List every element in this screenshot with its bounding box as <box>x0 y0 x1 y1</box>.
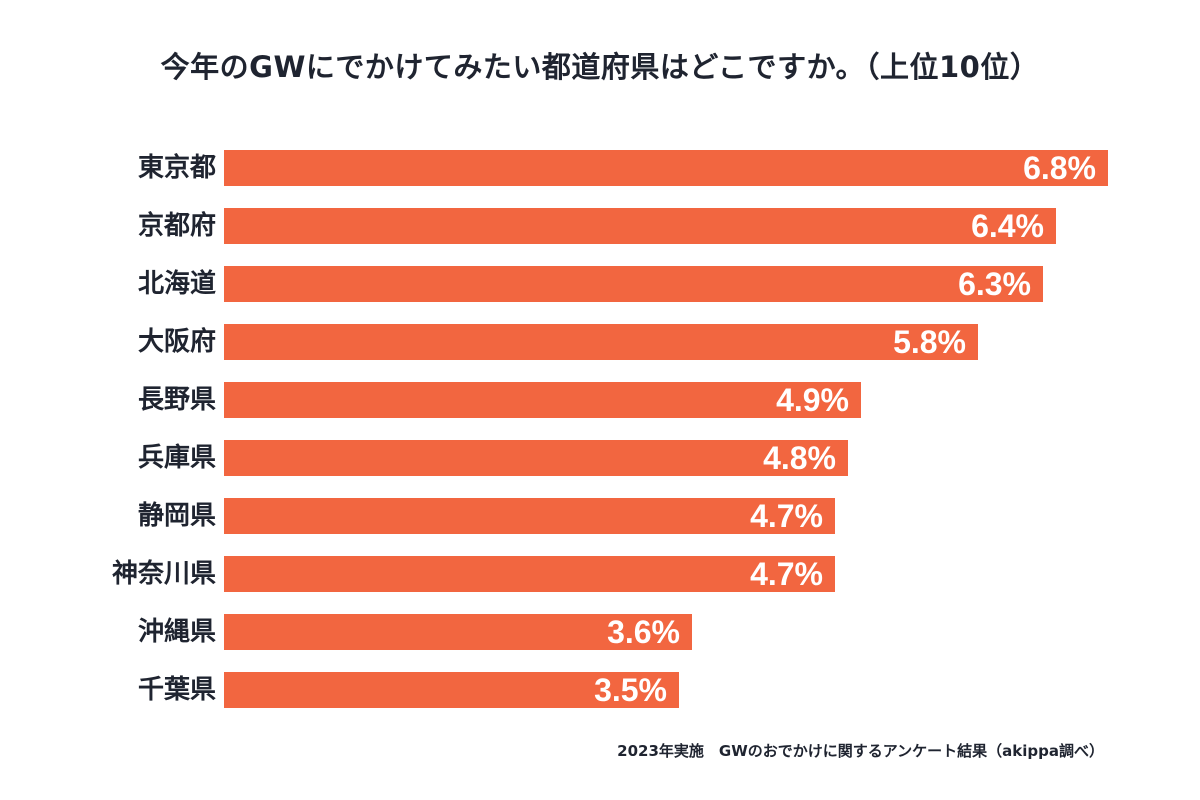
category-label: 長野県 <box>138 385 216 415</box>
bar <box>224 266 1043 302</box>
bar-group-1: 東京都 6.8% <box>138 150 1108 186</box>
bar <box>224 556 835 592</box>
category-label: 沖縄県 <box>138 617 216 647</box>
bar-group-8: 神奈川県 4.7% <box>112 556 835 592</box>
bar <box>224 150 1108 186</box>
bar-group-6: 兵庫県 4.8% <box>138 440 848 476</box>
category-label: 千葉県 <box>138 675 216 705</box>
bar <box>224 498 835 534</box>
value-label: 4.7% <box>750 556 823 592</box>
bar-group-9: 沖縄県 3.6% <box>138 614 692 650</box>
value-label: 4.8% <box>763 440 836 476</box>
bar <box>224 208 1056 244</box>
bar <box>224 614 692 650</box>
value-label: 3.6% <box>607 614 680 650</box>
category-label: 大阪府 <box>138 326 216 357</box>
bar-group-5: 長野県 4.9% <box>138 382 861 418</box>
bar <box>224 382 861 418</box>
source-note: 2023年実施 GWのおでかけに関するアンケート結果（akippa調べ） <box>617 742 1104 760</box>
bar-group-7: 静岡県 4.7% <box>138 498 835 534</box>
bar-group-10: 千葉県 3.5% <box>138 672 679 708</box>
category-label: 静岡県 <box>138 500 216 531</box>
value-label: 5.8% <box>893 324 966 360</box>
value-label: 4.7% <box>750 498 823 534</box>
category-label: 神奈川県 <box>112 559 216 589</box>
category-label: 京都府 <box>138 210 216 241</box>
bar-group-3: 北海道 6.3% <box>138 266 1043 302</box>
value-label: 6.4% <box>971 208 1044 244</box>
bar <box>224 440 848 476</box>
chart-title: 今年のGWにでかけてみたい都道府県はどこですか。（上位10位） <box>160 50 1040 84</box>
value-label: 6.8% <box>1023 150 1096 186</box>
value-label: 6.3% <box>958 266 1031 302</box>
category-label: 兵庫県 <box>138 443 216 473</box>
bar-group-2: 京都府 6.4% <box>138 208 1056 244</box>
bar <box>224 324 978 360</box>
value-label: 3.5% <box>594 672 667 708</box>
category-label: 東京都 <box>138 152 216 183</box>
category-label: 北海道 <box>138 268 216 299</box>
bar <box>224 672 679 708</box>
value-label: 4.9% <box>776 382 849 418</box>
bar-group-4: 大阪府 5.8% <box>138 324 978 360</box>
